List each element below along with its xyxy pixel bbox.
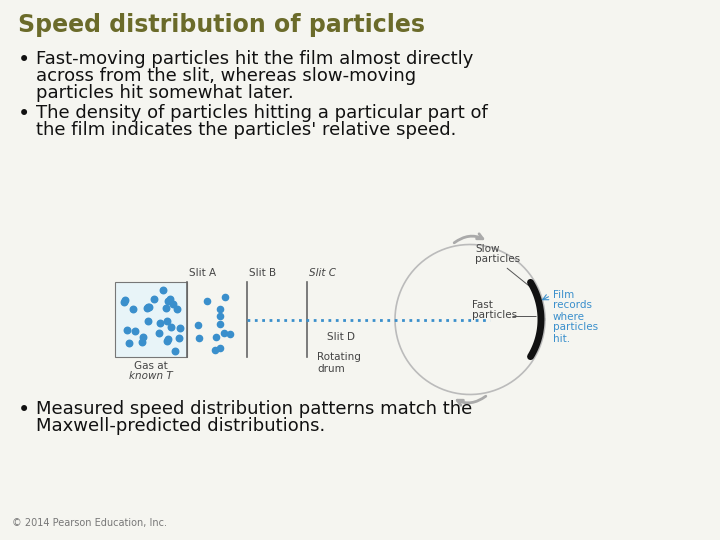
Point bbox=[174, 323, 185, 332]
Point bbox=[121, 326, 132, 335]
Point bbox=[210, 346, 221, 354]
Point bbox=[138, 333, 149, 341]
Point bbox=[162, 337, 174, 346]
Text: particles hit somewhat later.: particles hit somewhat later. bbox=[36, 84, 294, 102]
Point bbox=[167, 300, 179, 308]
FancyBboxPatch shape bbox=[115, 282, 187, 357]
Text: Gas at: Gas at bbox=[134, 361, 168, 371]
Text: Maxwell-predicted distributions.: Maxwell-predicted distributions. bbox=[36, 417, 325, 435]
Point bbox=[162, 297, 174, 306]
Point bbox=[157, 286, 168, 294]
Point bbox=[153, 328, 165, 337]
Point bbox=[210, 333, 221, 341]
Point bbox=[163, 335, 174, 343]
Point bbox=[123, 339, 135, 347]
Point bbox=[165, 322, 176, 331]
Point bbox=[214, 305, 225, 313]
Text: particles: particles bbox=[553, 322, 598, 333]
Text: Slit B: Slit B bbox=[249, 268, 276, 278]
Text: Slit D: Slit D bbox=[327, 332, 355, 341]
Point bbox=[137, 338, 148, 347]
Text: •: • bbox=[18, 50, 30, 70]
Text: the film indicates the particles' relative speed.: the film indicates the particles' relati… bbox=[36, 121, 456, 139]
Point bbox=[202, 296, 213, 305]
Point bbox=[220, 292, 231, 301]
Point bbox=[142, 302, 153, 311]
Text: Fast: Fast bbox=[472, 300, 493, 309]
Text: particles: particles bbox=[472, 309, 517, 320]
Text: Slit A: Slit A bbox=[189, 268, 216, 278]
Point bbox=[161, 303, 172, 312]
Point bbox=[215, 319, 226, 328]
Text: •: • bbox=[18, 104, 30, 124]
Point bbox=[127, 305, 138, 313]
Point bbox=[143, 302, 155, 311]
Text: hit.: hit. bbox=[553, 334, 570, 343]
Point bbox=[143, 317, 154, 326]
Text: drum: drum bbox=[317, 363, 345, 374]
Text: known T: known T bbox=[129, 371, 173, 381]
Point bbox=[154, 319, 166, 328]
Text: © 2014 Pearson Education, Inc.: © 2014 Pearson Education, Inc. bbox=[12, 518, 167, 528]
Point bbox=[193, 334, 204, 342]
Text: Measured speed distribution patterns match the: Measured speed distribution patterns mat… bbox=[36, 400, 472, 418]
Point bbox=[174, 334, 185, 343]
Text: •: • bbox=[18, 400, 30, 420]
Point bbox=[192, 321, 204, 330]
Point bbox=[118, 298, 130, 306]
Point bbox=[218, 329, 230, 338]
Point bbox=[171, 305, 182, 313]
Point bbox=[148, 294, 160, 303]
Text: The density of particles hitting a particular part of: The density of particles hitting a parti… bbox=[36, 104, 487, 122]
Text: Fast-moving particles hit the film almost directly: Fast-moving particles hit the film almos… bbox=[36, 50, 473, 68]
Point bbox=[215, 344, 226, 353]
Text: where: where bbox=[553, 312, 585, 321]
Point bbox=[165, 294, 176, 303]
Point bbox=[142, 303, 153, 312]
Text: across from the slit, whereas slow-moving: across from the slit, whereas slow-movin… bbox=[36, 67, 416, 85]
Text: Film: Film bbox=[553, 289, 575, 300]
Point bbox=[168, 346, 180, 355]
Text: Slit C: Slit C bbox=[309, 268, 336, 278]
Text: Slow: Slow bbox=[475, 245, 500, 254]
Point bbox=[119, 296, 130, 305]
Text: records: records bbox=[553, 300, 592, 310]
Point bbox=[225, 329, 236, 338]
Text: particles: particles bbox=[475, 254, 520, 265]
Text: Speed distribution of particles: Speed distribution of particles bbox=[18, 13, 425, 37]
Point bbox=[161, 317, 172, 326]
Text: Rotating: Rotating bbox=[317, 352, 361, 361]
Point bbox=[129, 327, 140, 336]
Point bbox=[215, 312, 226, 320]
